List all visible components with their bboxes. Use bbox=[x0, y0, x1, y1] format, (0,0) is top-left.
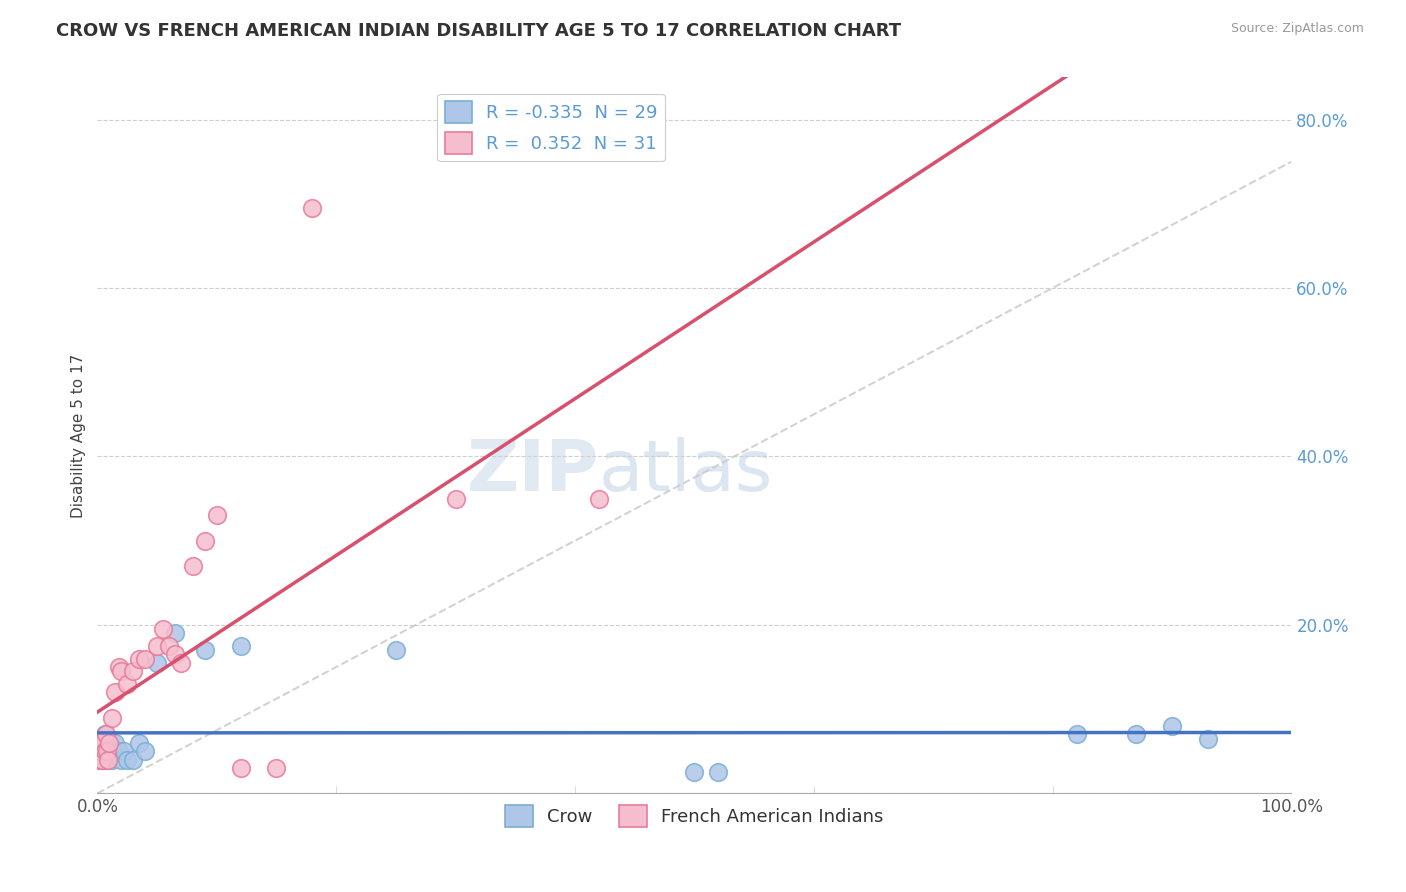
Point bbox=[110, 753, 132, 767]
Text: Source: ZipAtlas.com: Source: ZipAtlas.com bbox=[1230, 22, 1364, 36]
Point bbox=[152, 622, 174, 636]
Point bbox=[146, 639, 169, 653]
Point bbox=[707, 765, 730, 780]
Point bbox=[683, 765, 706, 780]
Point bbox=[93, 727, 115, 741]
Point bbox=[444, 491, 467, 506]
Text: ZIP: ZIP bbox=[467, 437, 599, 506]
Point bbox=[122, 753, 145, 767]
Point bbox=[96, 753, 118, 767]
Point bbox=[89, 744, 111, 758]
Point bbox=[104, 685, 127, 699]
Point bbox=[90, 736, 112, 750]
Point bbox=[98, 744, 121, 758]
Point bbox=[1197, 731, 1219, 746]
Point bbox=[301, 201, 323, 215]
Point bbox=[90, 736, 112, 750]
Point bbox=[229, 761, 252, 775]
Point bbox=[91, 753, 114, 767]
Point bbox=[163, 626, 186, 640]
Point bbox=[157, 639, 180, 653]
Point bbox=[91, 736, 114, 750]
Point bbox=[100, 753, 122, 767]
Point bbox=[1066, 727, 1088, 741]
Point bbox=[128, 651, 150, 665]
Point bbox=[163, 648, 186, 662]
Point bbox=[170, 656, 193, 670]
Point bbox=[108, 744, 131, 758]
Point bbox=[110, 664, 132, 678]
Point bbox=[98, 736, 121, 750]
Point bbox=[205, 508, 228, 523]
Point bbox=[104, 736, 127, 750]
Point bbox=[97, 753, 120, 767]
Point bbox=[91, 744, 114, 758]
Point bbox=[266, 761, 288, 775]
Point bbox=[385, 643, 408, 657]
Point bbox=[91, 753, 114, 767]
Point bbox=[96, 744, 118, 758]
Point bbox=[194, 643, 217, 657]
Point bbox=[1161, 719, 1184, 733]
Point bbox=[122, 664, 145, 678]
Point bbox=[146, 656, 169, 670]
Point bbox=[97, 736, 120, 750]
Point bbox=[94, 727, 117, 741]
Point bbox=[1125, 727, 1147, 741]
Text: CROW VS FRENCH AMERICAN INDIAN DISABILITY AGE 5 TO 17 CORRELATION CHART: CROW VS FRENCH AMERICAN INDIAN DISABILIT… bbox=[56, 22, 901, 40]
Point bbox=[94, 744, 117, 758]
Legend: Crow, French American Indians: Crow, French American Indians bbox=[498, 798, 890, 834]
Point bbox=[194, 533, 217, 548]
Point bbox=[89, 753, 111, 767]
Point bbox=[112, 744, 135, 758]
Point bbox=[181, 558, 204, 573]
Point bbox=[93, 744, 115, 758]
Point bbox=[100, 710, 122, 724]
Point bbox=[134, 651, 156, 665]
Point bbox=[229, 639, 252, 653]
Point bbox=[108, 660, 131, 674]
Point bbox=[115, 677, 138, 691]
Text: atlas: atlas bbox=[599, 437, 773, 506]
Point bbox=[128, 736, 150, 750]
Point bbox=[134, 744, 156, 758]
Y-axis label: Disability Age 5 to 17: Disability Age 5 to 17 bbox=[72, 353, 86, 517]
Point bbox=[87, 753, 110, 767]
Point bbox=[115, 753, 138, 767]
Point bbox=[588, 491, 610, 506]
